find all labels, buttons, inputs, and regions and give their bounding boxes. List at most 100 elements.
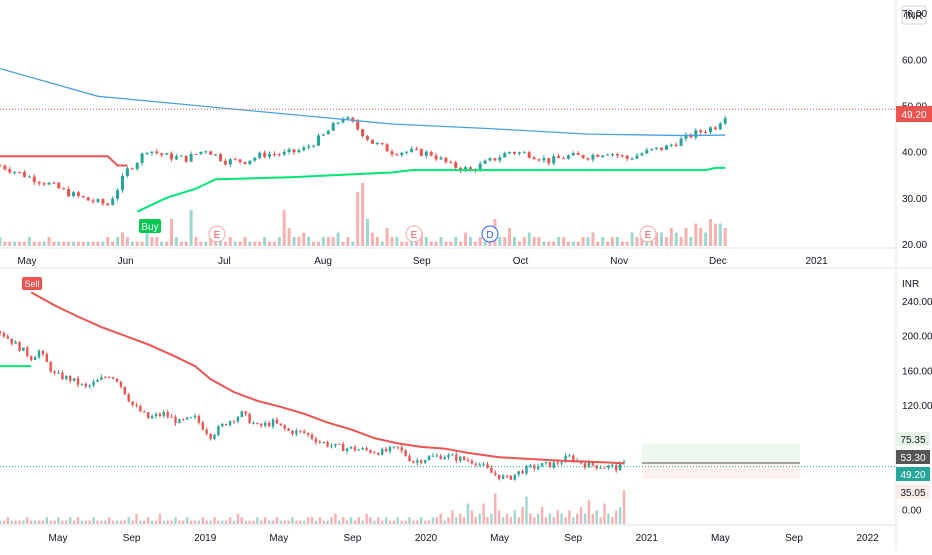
top-candle-8[interactable] [37, 182, 41, 184]
top-candle-23[interactable] [111, 198, 115, 206]
bottom-candle-46[interactable] [178, 419, 181, 424]
bottom-candle-31[interactable] [119, 381, 123, 387]
dividend-marker[interactable]: D [481, 225, 499, 243]
event-markers[interactable]: E E D E [208, 225, 657, 243]
top-candle-46[interactable] [223, 160, 227, 165]
top-candle-54[interactable] [263, 152, 267, 157]
top-candle-107[interactable] [522, 152, 526, 154]
bottom-candle-123[interactable] [478, 464, 481, 466]
bottom-candle-49[interactable] [189, 417, 193, 419]
top-candle-0[interactable] [0, 165, 2, 167]
top-candle-53[interactable] [258, 152, 262, 158]
bottom-candle-129[interactable] [501, 475, 505, 479]
top-candle-109[interactable] [532, 157, 536, 160]
top-candle-143[interactable] [699, 130, 703, 133]
bottom-candle-7[interactable] [26, 347, 29, 357]
top-candle-124[interactable] [606, 154, 610, 156]
top-candle-35[interactable] [170, 153, 173, 160]
bottom-candle-120[interactable] [466, 459, 470, 461]
bottom-candle-90[interactable] [349, 446, 353, 449]
bottom-candle-101[interactable] [392, 446, 396, 448]
bottom-candle-117[interactable] [455, 454, 458, 461]
top-candle-82[interactable] [400, 152, 404, 156]
bottom-candle-15[interactable] [57, 372, 60, 374]
bottom-candle-22[interactable] [84, 383, 87, 387]
bottom-candle-118[interactable] [459, 456, 462, 461]
top-candle-114[interactable] [557, 156, 561, 159]
bottom-candle-6[interactable] [22, 347, 25, 351]
top-candle-32[interactable] [155, 151, 159, 154]
top-candle-51[interactable] [248, 160, 252, 164]
bottom-candle-58[interactable] [225, 423, 228, 426]
top-candle-47[interactable] [228, 159, 232, 165]
bottom-candle-94[interactable] [365, 448, 368, 451]
bottom-candle-77[interactable] [299, 430, 302, 432]
bottom-candle-74[interactable] [287, 428, 290, 431]
earnings-marker-3[interactable]: E [639, 225, 657, 243]
bottom-candle-130[interactable] [505, 475, 509, 477]
bottom-candle-110[interactable] [427, 456, 431, 461]
earnings-marker-1[interactable]: E [208, 225, 226, 243]
top-candle-4[interactable] [18, 171, 22, 173]
top-candle-96[interactable] [468, 167, 472, 170]
bottom-candle-140[interactable] [544, 462, 548, 464]
top-candle-89[interactable] [434, 155, 438, 160]
top-candle-33[interactable] [160, 153, 164, 155]
top-candle-9[interactable] [42, 183, 46, 185]
bottom-candle-54[interactable] [209, 433, 212, 439]
top-candle-76[interactable] [370, 139, 374, 144]
bottom-candle-32[interactable] [123, 386, 126, 395]
bottom-candle-76[interactable] [295, 430, 298, 435]
bottom-candle-128[interactable] [498, 474, 501, 479]
top-candle-78[interactable] [380, 143, 384, 145]
top-candle-71[interactable] [346, 117, 350, 120]
top-candle-61[interactable] [297, 150, 301, 153]
bottom-candle-134[interactable] [521, 471, 524, 474]
top-candle-11[interactable] [52, 182, 56, 184]
top-candle-129[interactable] [630, 158, 634, 160]
bottom-candle-121[interactable] [470, 460, 474, 464]
bottom-candle-138[interactable] [537, 466, 540, 469]
top-candle-136[interactable] [664, 145, 668, 150]
top-candles[interactable] [0, 115, 727, 207]
bottom-candle-86[interactable] [334, 443, 337, 446]
bottom-candle-62[interactable] [240, 411, 243, 418]
top-candle-115[interactable] [562, 158, 565, 160]
bottom-candle-107[interactable] [416, 460, 419, 463]
top-candle-85[interactable] [415, 148, 418, 150]
bottom-candle-151[interactable] [587, 461, 591, 468]
top-candle-55[interactable] [268, 154, 271, 157]
top-candle-79[interactable] [385, 144, 389, 152]
top-candle-13[interactable] [62, 188, 66, 190]
bottom-candle-33[interactable] [127, 394, 130, 402]
bottom-candle-127[interactable] [494, 472, 497, 475]
top-candle-63[interactable] [307, 146, 311, 148]
top-candle-29[interactable] [140, 153, 144, 163]
bottom-candle-85[interactable] [330, 445, 333, 447]
top-candle-39[interactable] [189, 153, 193, 162]
bottom-candle-8[interactable] [30, 356, 33, 361]
bottom-candle-37[interactable] [143, 411, 146, 413]
top-candle-110[interactable] [537, 159, 541, 161]
top-candle-44[interactable] [214, 154, 218, 156]
top-candle-119[interactable] [581, 155, 585, 159]
top-candle-145[interactable] [709, 127, 712, 133]
top-candle-122[interactable] [596, 154, 600, 157]
bottom-candle-97[interactable] [377, 452, 380, 455]
top-currency-badge[interactable]: INR [901, 5, 927, 25]
top-candle-118[interactable] [576, 153, 580, 156]
bottom-candle-45[interactable] [174, 416, 177, 424]
bottom-candle-26[interactable] [100, 377, 103, 381]
bottom-candle-69[interactable] [267, 422, 271, 427]
bottom-y-axis[interactable]: 240.00 200.00 160.00 120.00 0.00 [902, 297, 932, 516]
bottom-candle-106[interactable] [412, 461, 415, 463]
bottom-candle-136[interactable] [529, 465, 532, 467]
bottom-candle-25[interactable] [96, 380, 99, 382]
top-candle-121[interactable] [591, 154, 595, 160]
top-candle-21[interactable] [101, 199, 105, 204]
bottom-candle-153[interactable] [595, 465, 598, 469]
top-candle-117[interactable] [571, 153, 575, 156]
bottom-candle-16[interactable] [61, 372, 64, 380]
top-candle-101[interactable] [493, 158, 497, 161]
